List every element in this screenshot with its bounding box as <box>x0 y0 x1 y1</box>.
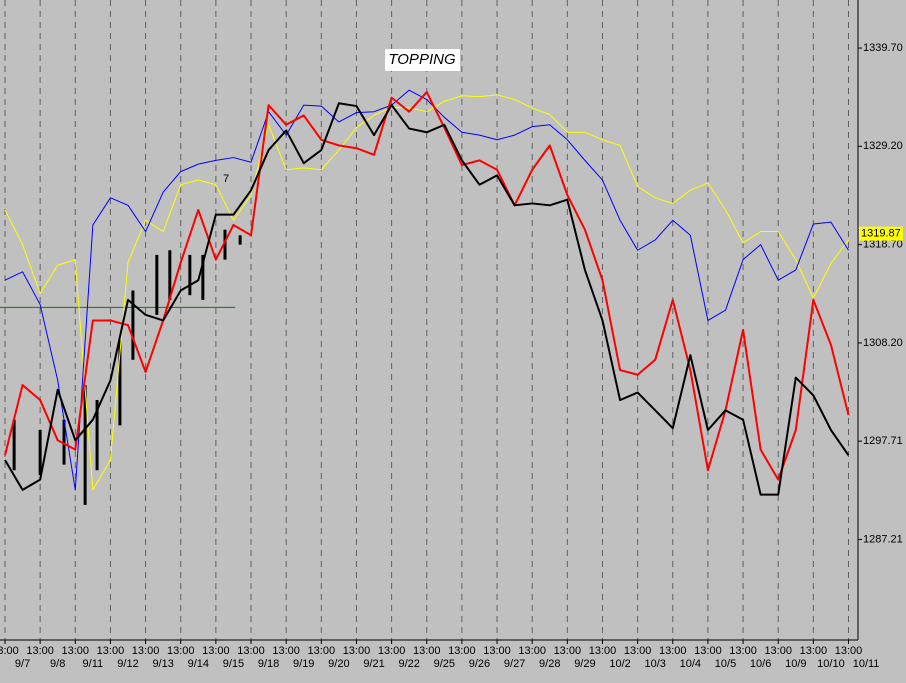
date-label: 9/28 <box>539 658 560 670</box>
y-tick-label: 1297.71 <box>863 435 903 447</box>
x-tick-label: 13:00 <box>413 645 441 657</box>
date-label: 9/20 <box>328 658 349 670</box>
axis-layer: 13:00 13:00 13:00 13:00 13:00 13:00 13:00 13:00… <box>0 0 903 670</box>
date-label: 9/14 <box>188 658 209 670</box>
last-price-label: 1319.87 <box>861 228 901 240</box>
date-label: 9/29 <box>574 658 595 670</box>
y-tick-label: 1287.21 <box>863 533 903 545</box>
annotation-box <box>385 49 460 71</box>
x-tick-label: 13:00 <box>202 645 230 657</box>
x-tick-label: 13:00 <box>237 645 265 657</box>
annotation: 7 <box>223 173 229 185</box>
date-label: 10/5 <box>715 658 736 670</box>
y-tick-label: 1329.20 <box>863 140 903 152</box>
date-label: 10/3 <box>644 658 665 670</box>
x-tick-label: 13:00 <box>167 645 195 657</box>
x-tick-label: 13:00 <box>729 645 757 657</box>
x-tick-label: 13:00 <box>624 645 652 657</box>
x-tick-label: 13:00 <box>132 645 160 657</box>
date-label: 9/22 <box>398 658 419 670</box>
x-tick-label: 13:00 <box>378 645 406 657</box>
x-tick-label: 13:00 <box>518 645 546 657</box>
last-price-box <box>859 226 903 241</box>
x-tick-label: 13:00 <box>272 645 300 657</box>
x-tick-label: 13:00 <box>800 645 828 657</box>
date-label: 9/15 <box>223 658 244 670</box>
y-tick-label: 1308.20 <box>863 337 903 349</box>
data-layer <box>0 89 850 505</box>
x-tick-label: 13:00 <box>554 645 582 657</box>
x-tick-label: 13:00 <box>308 645 336 657</box>
date-label: 9/13 <box>152 658 173 670</box>
date-label: 10/11 <box>853 658 880 670</box>
y-tick-label: 1318.70 <box>863 239 903 251</box>
date-label: 9/11 <box>83 658 104 670</box>
date-label: 9/19 <box>293 658 314 670</box>
date-label: 9/26 <box>469 658 490 670</box>
x-tick-label: 13:00 <box>659 645 687 657</box>
date-label: 9/8 <box>50 658 65 670</box>
x-tick-label: 13:00 <box>448 645 476 657</box>
x-tick-label: 13:00 <box>26 645 54 657</box>
series-line <box>4 89 849 491</box>
date-label: 10/2 <box>609 658 630 670</box>
date-label: 10/6 <box>750 658 771 670</box>
date-label: 9/27 <box>504 658 525 670</box>
date-label: 9/7 <box>15 658 30 670</box>
x-tick-label: 13:00 <box>764 645 792 657</box>
x-tick-label: 13:00 <box>589 645 617 657</box>
date-label: 10/4 <box>680 658 701 670</box>
y-tick-label: 1339.70 <box>863 42 903 54</box>
x-tick-label: 13:00 <box>483 645 511 657</box>
date-label: 9/21 <box>363 658 384 670</box>
x-tick-label: 13:00 <box>62 645 90 657</box>
x-tick-label: 13:00 <box>835 645 863 657</box>
series-line <box>4 102 850 496</box>
series-line <box>4 91 850 481</box>
date-label: 9/25 <box>434 658 455 670</box>
date-label: 9/12 <box>117 658 138 670</box>
x-tick-label: 13:00 <box>343 645 371 657</box>
x-tick-label: 13:00 <box>97 645 125 657</box>
x-tick-label: 13:00 <box>694 645 722 657</box>
date-label: 9/18 <box>258 658 279 670</box>
x-tick-label: 13:00 <box>0 645 19 657</box>
date-label: 10/9 <box>785 658 806 670</box>
series-line <box>4 94 849 491</box>
annotation: TOPPING <box>388 51 456 68</box>
date-label: 10/10 <box>817 658 845 670</box>
